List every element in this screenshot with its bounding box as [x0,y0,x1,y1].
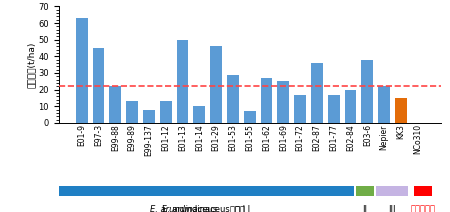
Bar [194,106,205,123]
Bar [294,95,306,123]
Bar [109,86,121,123]
Bar [311,63,323,123]
Bar [278,81,289,123]
Bar [93,48,104,123]
Bar [261,78,272,123]
Y-axis label: 乾物収量(t/ha): 乾物収量(t/ha) [27,42,36,88]
Bar [76,18,88,123]
Text: E. arundinaceus: E. arundinaceus [150,205,217,212]
Bar [378,86,390,123]
Text: E. arundinaceus  類型 I: E. arundinaceus 類型 I [162,205,250,212]
Bar [244,111,256,123]
Bar [227,75,239,123]
Bar [177,40,189,123]
Bar [328,95,340,123]
Text: III: III [388,205,396,212]
Bar [361,60,373,123]
Bar [126,101,138,123]
Text: II: II [362,205,367,212]
Text: 類型 I: 類型 I [230,205,245,212]
Bar [395,98,407,123]
Bar [210,46,222,123]
Bar [160,101,171,123]
Bar [143,110,155,123]
Bar [345,90,356,123]
Text: サトウキビ: サトウキビ [411,205,436,212]
